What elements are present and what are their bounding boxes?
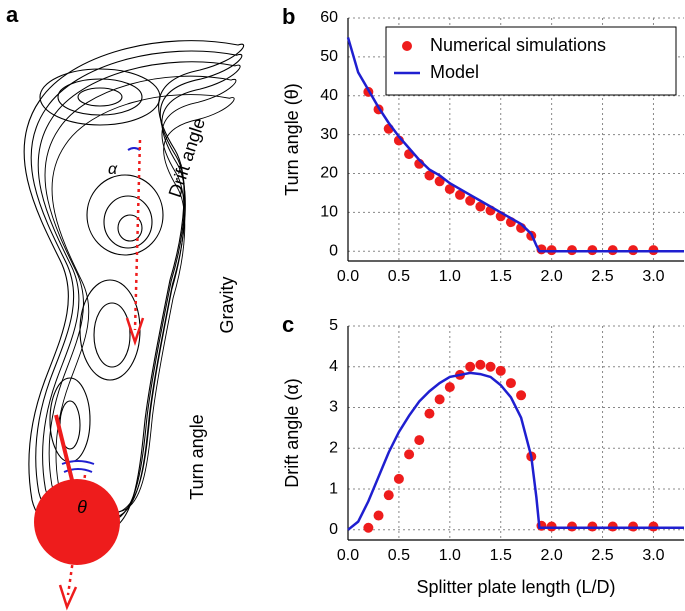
chart: 0 1 2 3 4 5 0.0 0.5 1.0 1.5 2.0 2.5 3.0 c Drift angle … <box>282 312 684 597</box>
data-point <box>393 473 404 484</box>
legend-swatch <box>402 41 412 51</box>
contour <box>23 40 245 536</box>
data-point <box>363 522 374 533</box>
panel-label: b <box>282 4 295 29</box>
y-axis-label: Drift angle (α) <box>282 378 302 487</box>
x-tick-label: 3.0 <box>642 547 664 564</box>
y-tick-label: 20 <box>320 165 338 182</box>
x-tick-label: 1.0 <box>439 268 461 285</box>
turn-arrow <box>54 414 74 481</box>
dotted-arrow <box>66 474 87 596</box>
panel-label: c <box>282 312 294 337</box>
y-axis-label: Turn angle (θ) <box>282 83 302 195</box>
y-tick-label: 40 <box>320 87 338 104</box>
contour <box>39 68 161 126</box>
contour <box>77 87 123 107</box>
y-tick-label: 0 <box>329 521 338 538</box>
data-point <box>424 170 435 181</box>
data-point <box>475 201 486 212</box>
x-axis-label: Splitter plate length (L/D) <box>416 577 615 597</box>
data-point <box>414 435 425 446</box>
data-point <box>444 382 455 393</box>
dotted-arrow <box>133 139 142 331</box>
y-tick-label: 0 <box>329 242 338 259</box>
annotation: θ <box>77 497 87 517</box>
contour <box>57 78 143 116</box>
data-point <box>465 195 476 206</box>
data-point <box>404 449 415 460</box>
x-tick-label: 1.5 <box>490 547 512 564</box>
y-tick-label: 2 <box>329 440 338 457</box>
data-point <box>434 394 445 405</box>
data-point <box>485 361 496 372</box>
legend-label: Numerical simulations <box>430 35 606 55</box>
annotation: Turn angle <box>187 414 207 499</box>
x-tick-label: 1.0 <box>439 547 461 564</box>
y-tick-label: 3 <box>329 399 338 416</box>
data-point <box>516 390 527 401</box>
y-tick-label: 60 <box>320 9 338 26</box>
x-tick-label: 0.0 <box>337 547 359 564</box>
panel-label: a <box>6 2 19 27</box>
x-tick-label: 0.5 <box>388 268 410 285</box>
x-tick-label: 2.0 <box>541 547 563 564</box>
data-point <box>424 408 435 419</box>
panel-a-diagram: a α Drift angle Gravity Turn angle θ <box>6 2 245 611</box>
model-line <box>347 371 684 531</box>
x-tick-label: 2.0 <box>541 268 563 285</box>
data-point <box>475 359 486 370</box>
arrow-head <box>58 584 78 611</box>
y-tick-label: 5 <box>329 317 338 334</box>
data-point <box>444 184 455 195</box>
y-tick-label: 4 <box>329 358 338 375</box>
x-tick-label: 3.0 <box>642 268 664 285</box>
annotation: Gravity <box>217 276 237 333</box>
data-point <box>465 361 476 372</box>
y-tick-label: 50 <box>320 48 338 65</box>
y-tick-label: 1 <box>329 480 338 497</box>
contour <box>117 214 143 242</box>
contour <box>86 174 164 256</box>
legend-label: Model <box>430 62 479 82</box>
x-tick-label: 0.0 <box>337 268 359 285</box>
contour <box>93 302 131 368</box>
x-tick-label: 2.5 <box>591 547 613 564</box>
x-tick-label: 2.5 <box>591 268 613 285</box>
data-point <box>455 189 465 200</box>
y-tick-label: 30 <box>320 126 338 143</box>
annotation: α <box>108 161 118 178</box>
chart: 0 10 20 30 40 50 60 0.0 0.5 1.0 1.5 2.0 2.5 3.0 b Turn … <box>282 4 684 285</box>
contour <box>103 195 153 249</box>
arrow-head <box>125 317 145 346</box>
x-tick-label: 1.5 <box>490 268 512 285</box>
body <box>34 479 120 565</box>
legend-box <box>385 26 677 96</box>
angle-arc <box>127 147 141 151</box>
x-tick-label: 0.5 <box>388 547 410 564</box>
model-line <box>346 37 684 253</box>
y-tick-label: 10 <box>320 204 338 221</box>
data-point <box>373 510 384 521</box>
data-point <box>495 365 506 376</box>
data-point <box>383 490 394 501</box>
angle-arc <box>61 460 95 473</box>
data-point <box>505 378 516 389</box>
annotation: Drift angle <box>165 116 209 200</box>
